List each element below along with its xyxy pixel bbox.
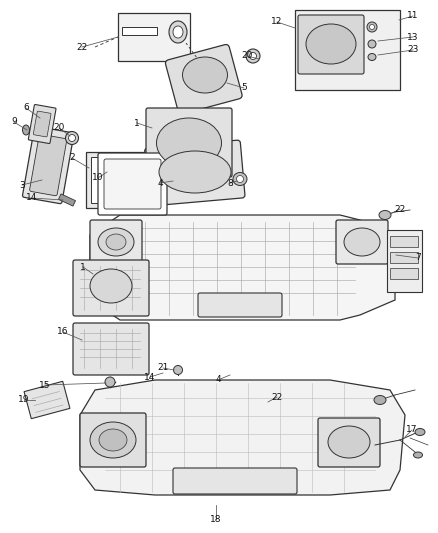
Text: 22: 22 — [76, 43, 88, 52]
Bar — [118, 13, 190, 61]
Bar — [122, 27, 157, 35]
Ellipse shape — [68, 134, 75, 141]
Text: 20: 20 — [53, 124, 65, 133]
Text: 4: 4 — [215, 376, 221, 384]
Ellipse shape — [233, 173, 247, 185]
Ellipse shape — [368, 40, 376, 48]
Text: 5: 5 — [241, 84, 247, 93]
FancyBboxPatch shape — [198, 293, 282, 317]
Text: 21: 21 — [157, 364, 169, 373]
Ellipse shape — [367, 22, 377, 32]
Bar — [390, 268, 418, 279]
FancyBboxPatch shape — [104, 159, 161, 209]
Polygon shape — [90, 215, 395, 320]
Ellipse shape — [413, 452, 423, 458]
FancyBboxPatch shape — [166, 45, 242, 114]
Ellipse shape — [106, 234, 126, 250]
FancyBboxPatch shape — [73, 260, 149, 316]
Ellipse shape — [90, 422, 136, 458]
Text: 14: 14 — [144, 373, 155, 382]
Text: 4: 4 — [157, 179, 163, 188]
FancyBboxPatch shape — [318, 418, 380, 467]
Bar — [390, 252, 418, 263]
Text: 13: 13 — [407, 33, 419, 42]
Ellipse shape — [328, 426, 370, 458]
FancyBboxPatch shape — [73, 323, 149, 375]
Ellipse shape — [237, 175, 244, 182]
Text: 9: 9 — [11, 117, 17, 126]
Ellipse shape — [306, 24, 356, 64]
Bar — [390, 236, 418, 247]
Text: 22: 22 — [272, 392, 283, 401]
Ellipse shape — [90, 269, 132, 303]
Text: 1: 1 — [134, 118, 140, 127]
Ellipse shape — [183, 57, 227, 93]
Ellipse shape — [374, 395, 386, 405]
Ellipse shape — [159, 151, 231, 193]
Ellipse shape — [22, 125, 29, 135]
FancyBboxPatch shape — [145, 140, 245, 206]
FancyBboxPatch shape — [30, 134, 67, 196]
Bar — [24, 381, 70, 419]
Ellipse shape — [344, 228, 380, 256]
Bar — [91, 157, 143, 203]
Text: 22: 22 — [394, 205, 406, 214]
Text: 2: 2 — [69, 154, 75, 163]
Text: 7: 7 — [415, 254, 421, 262]
FancyBboxPatch shape — [28, 104, 56, 143]
Ellipse shape — [169, 21, 187, 43]
Bar — [387, 230, 422, 292]
FancyBboxPatch shape — [22, 126, 74, 204]
Text: 10: 10 — [92, 174, 104, 182]
FancyBboxPatch shape — [298, 15, 364, 74]
Ellipse shape — [368, 53, 376, 61]
Ellipse shape — [370, 25, 374, 29]
FancyBboxPatch shape — [336, 220, 388, 264]
Ellipse shape — [173, 366, 183, 375]
Text: 15: 15 — [39, 381, 51, 390]
Text: 3: 3 — [19, 181, 25, 190]
Text: 6: 6 — [23, 103, 29, 112]
Text: 18: 18 — [210, 514, 222, 523]
Text: 17: 17 — [406, 425, 418, 434]
Ellipse shape — [105, 377, 115, 387]
Bar — [59, 194, 75, 206]
Ellipse shape — [173, 26, 183, 38]
Ellipse shape — [66, 132, 78, 144]
Ellipse shape — [98, 228, 134, 256]
Polygon shape — [80, 380, 405, 495]
Ellipse shape — [379, 211, 391, 220]
Bar — [295, 10, 400, 90]
FancyBboxPatch shape — [173, 468, 297, 494]
Ellipse shape — [250, 52, 257, 60]
Text: 23: 23 — [407, 45, 419, 54]
Ellipse shape — [246, 49, 260, 63]
Text: 11: 11 — [407, 12, 419, 20]
Text: 20: 20 — [241, 52, 253, 61]
Text: 19: 19 — [18, 395, 30, 405]
Ellipse shape — [156, 118, 222, 168]
FancyBboxPatch shape — [33, 111, 51, 137]
Bar — [86, 152, 148, 208]
Text: 14: 14 — [26, 193, 38, 203]
Ellipse shape — [99, 429, 127, 451]
Text: 1: 1 — [80, 262, 86, 271]
Text: 8: 8 — [227, 179, 233, 188]
FancyBboxPatch shape — [98, 153, 167, 215]
Ellipse shape — [415, 429, 425, 435]
FancyBboxPatch shape — [90, 220, 142, 264]
Text: 16: 16 — [57, 327, 69, 336]
FancyBboxPatch shape — [146, 108, 232, 177]
FancyBboxPatch shape — [80, 413, 146, 467]
Text: 12: 12 — [271, 18, 283, 27]
